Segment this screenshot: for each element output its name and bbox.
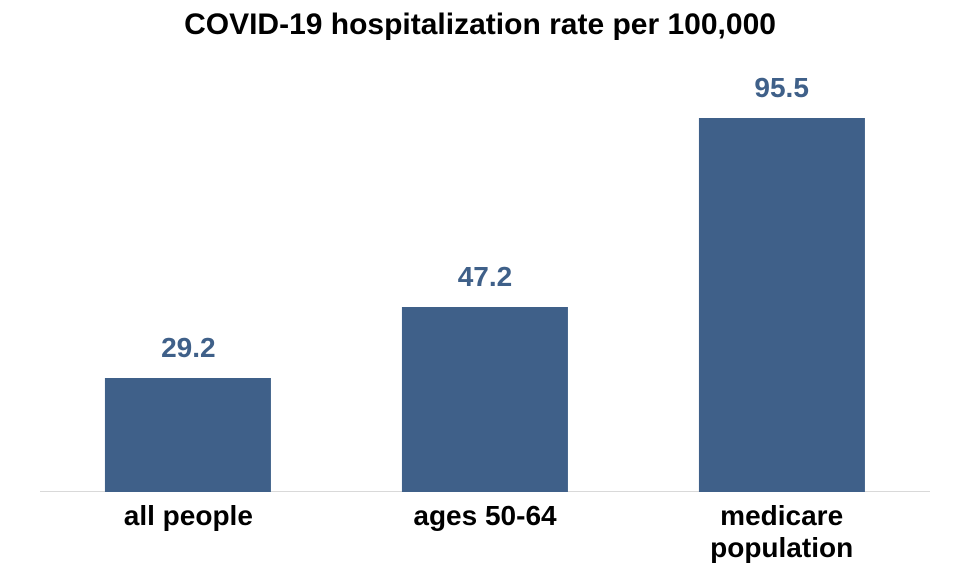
bar-slot: 29.2all people — [40, 100, 337, 492]
hospitalization-rate-chart: COVID-19 hospitalization rate per 100,00… — [0, 0, 960, 582]
bar-slot: 95.5medicarepopulation — [633, 100, 930, 492]
bar-slot: 47.2ages 50-64 — [337, 100, 634, 492]
bar-value-label: 47.2 — [337, 261, 634, 293]
plot-area: 29.2all people47.2ages 50-6495.5medicare… — [40, 100, 930, 492]
x-axis-label: medicarepopulation — [633, 492, 930, 564]
bar — [105, 378, 271, 492]
bar-value-label: 29.2 — [40, 332, 337, 364]
bar — [402, 307, 568, 492]
x-axis-label: ages 50-64 — [337, 492, 634, 532]
chart-title: COVID-19 hospitalization rate per 100,00… — [0, 8, 960, 43]
bar-value-label: 95.5 — [633, 72, 930, 104]
x-axis-label: all people — [40, 492, 337, 532]
bar — [699, 118, 865, 492]
